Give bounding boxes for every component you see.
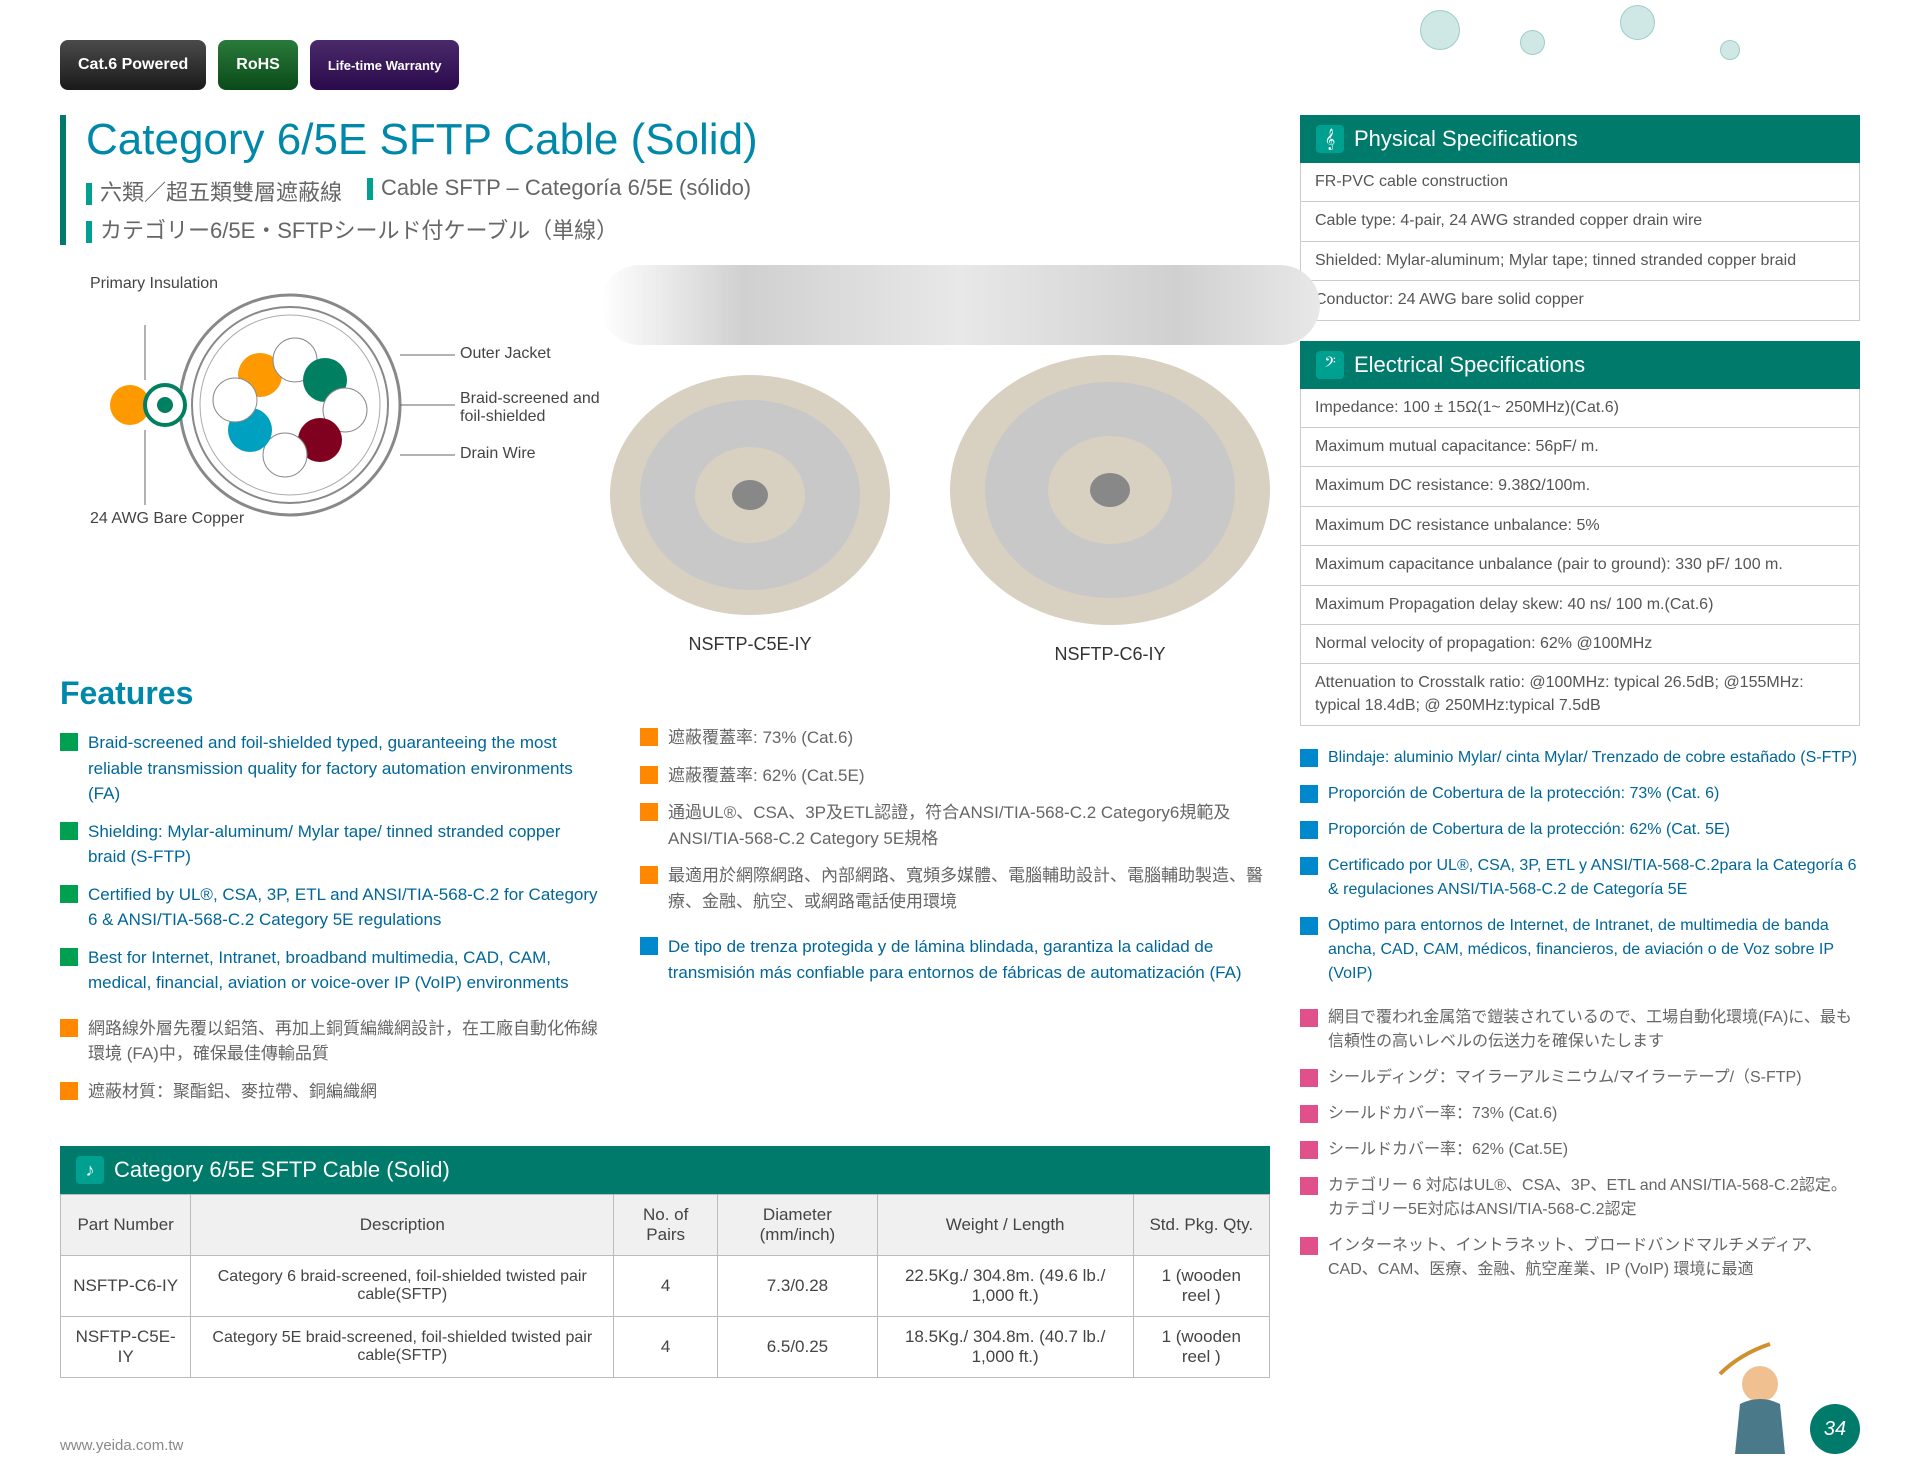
feature-es2-0: Blindaje: aluminio Mylar/ cinta Mylar/ T… [1328, 746, 1857, 770]
label-primary-insulation: Primary Insulation [90, 275, 218, 293]
feature-ja-2: シールドカバー率：73% (Cat.6) [1328, 1102, 1557, 1126]
table-title: Category 6/5E SFTP Cable (Solid) [114, 1157, 450, 1183]
feature-es2-2: Proporción de Cobertura de la protección… [1328, 818, 1730, 842]
decorative-bubbles [1320, 0, 1920, 60]
phys-row: FR-PVC cable construction [1301, 163, 1859, 202]
bass-clef-icon: 𝄢 [1316, 351, 1344, 379]
table-row: NSFTP-C5E-IY Category 5E braid-screened,… [61, 1317, 1270, 1378]
feature-en-0: Braid-screened and foil-shielded typed, … [88, 730, 600, 807]
elec-row: Maximum mutual capacitance: 56pF/ m. [1301, 428, 1859, 467]
col-pkg: Std. Pkg. Qty. [1133, 1195, 1269, 1256]
page-number: 34 [1810, 1404, 1860, 1454]
feature-en-1: Shielding: Mylar-aluminum/ Mylar tape/ t… [88, 819, 600, 870]
phys-row: Cable type: 4-pair, 24 AWG stranded copp… [1301, 202, 1859, 241]
col-description: Description [191, 1195, 614, 1256]
elec-row: Maximum Propagation delay skew: 40 ns/ 1… [1301, 586, 1859, 625]
elec-row: Attenuation to Crosstalk ratio: @100MHz:… [1301, 664, 1859, 725]
col-diameter: Diameter (mm/inch) [718, 1195, 878, 1256]
table-header: ♪ Category 6/5E SFTP Cable (Solid) [60, 1146, 1270, 1194]
elec-row: Maximum DC resistance: 9.38Ω/100m. [1301, 467, 1859, 506]
elec-row: Normal velocity of propagation: 62% @100… [1301, 625, 1859, 664]
features-zh2-list: 遮蔽覆蓋率: 73% (Cat.6) 遮蔽覆蓋率: 62% (Cat.5E) 通… [640, 725, 1270, 914]
electrical-spec-title: Electrical Specifications [1354, 352, 1585, 378]
page-footer: www.yeida.com.tw 34 [60, 1404, 1860, 1454]
feature-ja-1: シールディング：マイラーアルミニウム/マイラーテープ/（S-FTP) [1328, 1066, 1802, 1090]
features-es1-list: De tipo de trenza protegida y de lámina … [640, 934, 1270, 985]
table-row: NSFTP-C6-IY Category 6 braid-screened, f… [61, 1256, 1270, 1317]
left-column: Category 6/5E SFTP Cable (Solid) 六類／超五類雙… [60, 115, 1270, 1378]
feature-ja-0: 網目で覆われ金属箔で鎧装されているので、工場自動化環境(FA)に、最も信頼性の高… [1328, 1006, 1860, 1054]
subtitle-ja: カテゴリー6/5E・SFTPシールド付ケーブル（単線） [86, 213, 1270, 245]
label-outer-jacket: Outer Jacket [460, 345, 551, 363]
physical-spec-title: Physical Specifications [1354, 126, 1578, 152]
col-weight: Weight / Length [877, 1195, 1133, 1256]
subtitle-zh-tw: 六類／超五類雙層遮蔽線 [86, 175, 342, 207]
col-part-number: Part Number [61, 1195, 191, 1256]
feature-zh2-1: 遮蔽覆蓋率: 62% (Cat.5E) [668, 763, 865, 789]
feature-ja-5: インターネット、イントラネット、ブロードバンドマルチメディア、CAD、CAM、医… [1328, 1234, 1860, 1282]
warranty-badge: Life-time Warranty [310, 40, 460, 90]
main-layout: Category 6/5E SFTP Cable (Solid) 六類／超五類雙… [60, 115, 1860, 1378]
feature-en-2: Certified by UL®, CSA, 3P, ETL and ANSI/… [88, 882, 600, 933]
label-drain-wire: Drain Wire [460, 445, 536, 463]
feature-es2-4: Optimo para entornos de Internet, de Int… [1328, 914, 1860, 986]
cable-photo-strip [600, 265, 1320, 345]
reel-c6-label: NSFTP-C6-IY [940, 644, 1280, 665]
electrical-spec-box: 𝄢 Electrical Specifications Impedance: 1… [1300, 341, 1860, 727]
label-bare-copper: 24 AWG Bare Copper [90, 510, 244, 528]
feature-zh2-2: 通過UL®、CSA、3P及ETL認證，符合ANSI/TIA-568-C.2 Ca… [668, 800, 1270, 851]
feature-en-3: Best for Internet, Intranet, broadband m… [88, 945, 600, 996]
right-column: 𝄞 Physical Specifications FR-PVC cable c… [1300, 115, 1860, 1378]
feature-zh1-1: 遮蔽材質：聚酯鋁、麥拉帶、銅編織網 [88, 1079, 377, 1105]
page-root: Cat.6 Powered RoHS Life-time Warranty Ca… [0, 0, 1920, 1474]
feature-ja-3: シールドカバー率：62% (Cat.5E) [1328, 1138, 1568, 1162]
title-block: Category 6/5E SFTP Cable (Solid) 六類／超五類雙… [60, 115, 1270, 245]
cat6-badge: Cat.6 Powered [60, 40, 206, 90]
rohs-badge: RoHS [218, 40, 298, 90]
feature-ja-4: カテゴリー 6 対応はUL®、CSA、3P、ETL and ANSI/TIA-5… [1328, 1174, 1860, 1222]
physical-spec-header: 𝄞 Physical Specifications [1300, 115, 1860, 163]
physical-spec-box: 𝄞 Physical Specifications FR-PVC cable c… [1300, 115, 1860, 321]
footer-url: www.yeida.com.tw [60, 1437, 183, 1454]
footer-illustration [1690, 1334, 1810, 1454]
elec-row: Maximum capacitance unbalance (pair to g… [1301, 546, 1859, 585]
product-images: NSFTP-C5E-IY NSFTP-C6-IY [600, 265, 1270, 645]
feature-zh2-3: 最適用於網際網路、內部網路、寬頻多媒體、電腦輔助設計、電腦輔助製造、醫療、金融、… [668, 863, 1270, 914]
phys-row: Shielded: Mylar-aluminum; Mylar tape; ti… [1301, 242, 1859, 281]
elec-row: Maximum DC resistance unbalance: 5% [1301, 507, 1859, 546]
reel-c5e: NSFTP-C5E-IY [600, 365, 900, 625]
features-col-2: 遮蔽覆蓋率: 73% (Cat.6) 遮蔽覆蓋率: 62% (Cat.5E) 通… [640, 675, 1270, 1116]
features-en-list: Braid-screened and foil-shielded typed, … [60, 730, 600, 996]
features-heading: Features [60, 675, 600, 712]
features-zh1-list: 網路線外層先覆以鋁箔、再加上銅質編織網設計，在工廠自動化佈線環境 (FA)中，確… [60, 1016, 600, 1105]
feature-es1-0: De tipo de trenza protegida y de lámina … [668, 934, 1270, 985]
spec-table: Part Number Description No. of Pairs Dia… [60, 1194, 1270, 1378]
feature-es2-3: Certificado por UL®, CSA, 3P, ETL y ANSI… [1328, 854, 1860, 902]
treble-clef-icon: 𝄞 [1316, 125, 1344, 153]
label-braid-screened: Braid-screened and foil-shielded [460, 390, 610, 426]
features-ja-list: 網目で覆われ金属箔で鎧装されているので、工場自動化環境(FA)に、最も信頼性の高… [1300, 1006, 1860, 1282]
subtitle-es: Cable SFTP – Categoría 6/5E (sólido) [367, 175, 751, 207]
page-title: Category 6/5E SFTP Cable (Solid) [86, 115, 1270, 165]
feature-zh2-0: 遮蔽覆蓋率: 73% (Cat.6) [668, 725, 853, 751]
electrical-spec-header: 𝄢 Electrical Specifications [1300, 341, 1860, 389]
note-icon: ♪ [76, 1156, 104, 1184]
phys-row: Conductor: 24 AWG bare solid copper [1301, 281, 1859, 319]
diagram-row: Primary Insulation Outer Jacket Braid-sc… [60, 265, 1270, 645]
col-pairs: No. of Pairs [614, 1195, 718, 1256]
features-row: Features Braid-screened and foil-shielde… [60, 675, 1270, 1116]
cable-cross-section-diagram: Primary Insulation Outer Jacket Braid-sc… [60, 265, 580, 545]
elec-row: Impedance: 100 ± 15Ω(1~ 250MHz)(Cat.6) [1301, 389, 1859, 428]
features-es2-list: Blindaje: aluminio Mylar/ cinta Mylar/ T… [1300, 746, 1860, 986]
features-col-1: Features Braid-screened and foil-shielde… [60, 675, 600, 1116]
reel-c5e-label: NSFTP-C5E-IY [600, 634, 900, 655]
feature-es2-1: Proporción de Cobertura de la protección… [1328, 782, 1719, 806]
feature-zh1-0: 網路線外層先覆以鋁箔、再加上銅質編織網設計，在工廠自動化佈線環境 (FA)中，確… [88, 1016, 600, 1067]
reel-c6: NSFTP-C6-IY [940, 345, 1280, 635]
data-table-box: ♪ Category 6/5E SFTP Cable (Solid) Part … [60, 1146, 1270, 1378]
